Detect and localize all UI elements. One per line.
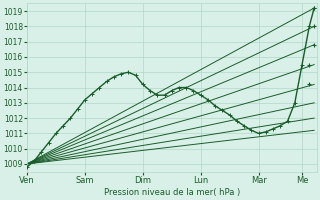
- X-axis label: Pression niveau de la mer( hPa ): Pression niveau de la mer( hPa ): [104, 188, 240, 197]
